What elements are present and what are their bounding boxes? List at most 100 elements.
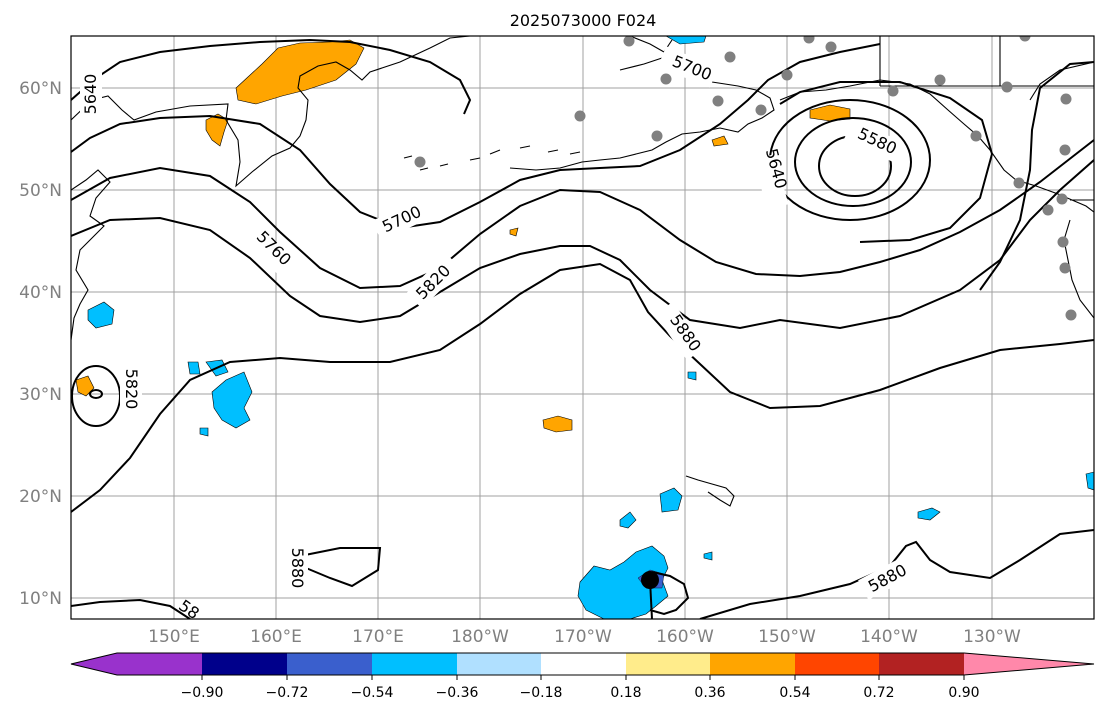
lat-label: 10°N <box>19 589 62 609</box>
colorbar-swatch <box>795 653 879 675</box>
colorbar-swatch <box>287 653 372 675</box>
colorbar-tick-label: −0.90 <box>181 685 224 701</box>
map-area: 5640 5700 5760 5700 5820 5880 5580 5640 … <box>71 36 1094 623</box>
station-marker <box>1059 262 1071 274</box>
contour-line <box>71 598 191 619</box>
latitude-labels: 60°N 50°N 40°N 30°N 20°N 10°N <box>19 79 62 609</box>
negative-anomaly-region <box>211 371 253 429</box>
lon-label: 170°W <box>554 627 612 647</box>
station-markers <box>414 36 1077 321</box>
asia-coastline <box>71 36 471 188</box>
station-marker <box>1057 236 1069 248</box>
height-contours <box>71 38 1094 619</box>
positive-anomaly-region <box>205 113 229 147</box>
colorbar-tick-label: −0.36 <box>436 685 479 701</box>
lat-label: 60°N <box>19 79 62 99</box>
lon-label: 180°W <box>451 627 509 647</box>
station-marker <box>660 73 672 85</box>
station-marker <box>724 51 736 63</box>
station-marker <box>1056 193 1068 205</box>
station-marker <box>1060 93 1072 105</box>
station-marker <box>970 130 982 142</box>
colorbar-extend-high <box>964 653 1094 675</box>
lat-label: 50°N <box>19 181 62 201</box>
station-marker <box>712 95 724 107</box>
negative-anomaly-region <box>87 301 115 329</box>
negative-anomaly-region <box>703 551 713 561</box>
colorbar-tick-label: 0.36 <box>694 685 725 701</box>
negative-anomaly-region <box>665 36 707 45</box>
contour-line <box>779 81 994 243</box>
station-marker <box>1059 144 1071 156</box>
lon-label: 140°W <box>860 627 918 647</box>
colorbar: −0.90 −0.72 −0.54 −0.36 −0.18 0.18 0.36 … <box>70 652 1095 701</box>
colorbar-tick-label: −0.72 <box>266 685 309 701</box>
lon-label: 160°W <box>656 627 714 647</box>
cyclone-track <box>649 579 653 619</box>
contour-label: 58 <box>175 596 203 623</box>
lon-label: 160°E <box>250 627 302 647</box>
contour-line <box>71 159 1094 330</box>
lon-label: 150°W <box>758 627 816 647</box>
negative-anomaly-region <box>187 361 201 375</box>
station-marker <box>803 36 815 44</box>
station-marker <box>825 41 837 53</box>
colorbar-tick-label: 0.54 <box>779 685 810 701</box>
colorbar-swatch <box>457 653 541 675</box>
map-frame <box>70 35 1095 620</box>
negative-anomaly-region <box>917 507 941 521</box>
station-marker <box>574 110 586 122</box>
contour-label: 5640 <box>81 74 100 115</box>
hawaii-islands <box>685 475 735 507</box>
positive-anomaly-region <box>235 39 365 105</box>
colorbar-tick-label: 0.72 <box>863 685 894 701</box>
station-marker <box>623 36 635 47</box>
canada-coastline <box>1029 61 1094 101</box>
positive-anomaly-region <box>509 227 519 237</box>
longitude-labels: 150°E 160°E 170°E 180°W 170°W 160°W 150°… <box>148 627 1021 647</box>
station-marker <box>651 130 663 142</box>
station-marker <box>1001 81 1013 93</box>
contour-label: 5880 <box>288 548 307 589</box>
bering-coastline <box>629 36 673 53</box>
station-marker <box>414 156 426 168</box>
aleutian-islands <box>403 145 581 171</box>
contour-line <box>649 571 690 616</box>
contour-line <box>71 38 472 115</box>
lat-label: 40°N <box>19 283 62 303</box>
japan-coastline <box>71 169 111 341</box>
negative-anomaly-region <box>199 427 209 437</box>
colorbar-extend-low <box>71 653 117 675</box>
station-marker <box>1019 36 1031 42</box>
alaska-coastline <box>509 57 775 171</box>
colorbar-tick-label: −0.54 <box>351 685 394 701</box>
negative-anomaly-region <box>1085 471 1094 491</box>
station-marker <box>887 85 899 97</box>
contour-labels: 5640 5700 5760 5700 5820 5880 5580 5640 … <box>80 46 918 623</box>
contour-line <box>71 139 1094 290</box>
station-marker <box>1042 204 1054 216</box>
station-marker <box>1013 177 1025 189</box>
negative-anomaly-region <box>659 487 683 513</box>
negative-anomaly-region <box>687 371 697 381</box>
negative-anomaly-region <box>619 511 637 529</box>
contour-line <box>89 389 103 399</box>
colorbar-swatch <box>541 653 626 675</box>
lat-label: 20°N <box>19 487 62 507</box>
positive-anomaly-region <box>542 415 573 433</box>
contour-line <box>299 547 382 588</box>
station-marker <box>934 74 946 86</box>
positive-anomaly-region <box>75 375 95 397</box>
lon-label: 170°E <box>352 627 404 647</box>
lon-label: 130°W <box>963 627 1021 647</box>
contour-line <box>71 262 1094 513</box>
colorbar-tick-label: 0.18 <box>610 685 641 701</box>
borders <box>879 36 1094 201</box>
colorbar-swatch <box>372 653 457 675</box>
contour-label: 5820 <box>122 369 141 410</box>
station-marker <box>1065 309 1077 321</box>
colorbar-swatch <box>202 653 287 675</box>
station-marker <box>755 104 767 116</box>
positive-anomaly-region <box>711 135 729 147</box>
